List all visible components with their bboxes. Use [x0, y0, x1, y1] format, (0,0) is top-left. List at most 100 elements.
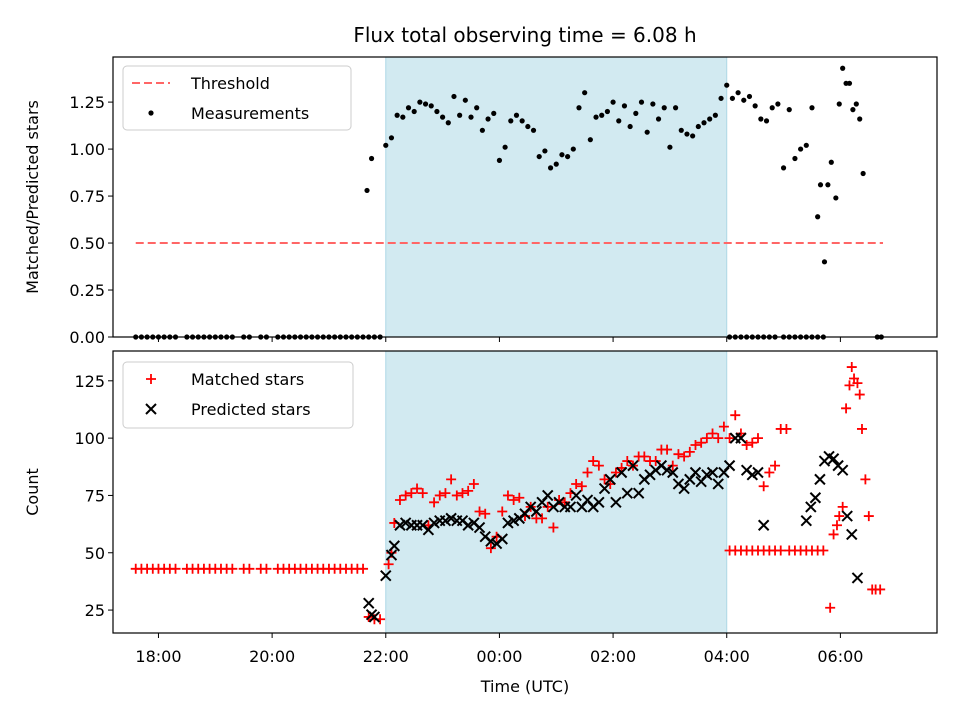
- measurement-point: [496, 157, 503, 163]
- matched-point: [406, 488, 417, 499]
- matched-point: [701, 433, 712, 444]
- measurement-point: [650, 101, 656, 107]
- matched-point: [463, 485, 474, 496]
- y-axis-label: Count: [23, 468, 42, 516]
- measurement-point: [860, 170, 866, 177]
- predicted-point: [846, 528, 858, 541]
- measurement-point: [502, 144, 508, 150]
- measurement-point: [840, 65, 846, 71]
- predicted-point: [473, 521, 486, 534]
- measurement-point: [428, 103, 434, 109]
- measurement-point: [621, 103, 628, 109]
- measurement-point: [828, 159, 834, 165]
- predicted-point: [735, 432, 747, 444]
- measurement-point: [633, 110, 639, 116]
- predicted-point: [706, 466, 719, 479]
- measurement-point: [769, 105, 775, 111]
- y-tick-label: 0.25: [69, 281, 105, 300]
- x-tick-label: 00:00: [476, 647, 522, 666]
- measurement-point: [746, 93, 753, 100]
- y-axis-label: Matched/Predicted stars: [23, 100, 42, 294]
- matched-point: [825, 602, 836, 613]
- measurement-point: [775, 101, 781, 107]
- measurement-point: [695, 123, 701, 130]
- x-tick-label: 20:00: [249, 647, 295, 666]
- measurement-point: [815, 214, 821, 220]
- measurement-point: [853, 101, 859, 107]
- matched-point: [837, 501, 848, 512]
- measurement-point: [786, 107, 792, 113]
- y-tick-label: 1.00: [69, 140, 105, 159]
- measurement-point: [752, 103, 758, 109]
- measurement-point: [368, 155, 375, 162]
- predicted-point: [363, 597, 375, 609]
- measurement-point: [798, 146, 804, 152]
- measurement-point: [644, 129, 650, 135]
- matched-point: [662, 444, 673, 455]
- measurement-point: [846, 80, 853, 86]
- measurement-point: [547, 165, 554, 171]
- matched-point: [818, 545, 829, 556]
- matched-point: [724, 433, 735, 444]
- x-tick-label: 04:00: [704, 647, 750, 666]
- matched-point: [781, 423, 792, 434]
- x-tick-label: 06:00: [817, 647, 863, 666]
- panel-1: 0.00 0.25 0.50 0.75 1.00 1.25 Matched/Predicte…: [23, 23, 938, 347]
- matched-point: [846, 362, 857, 373]
- measurement-point: [850, 107, 856, 113]
- matched-point: [502, 490, 513, 501]
- measurement-point: [817, 182, 824, 188]
- measurement-point: [474, 105, 480, 111]
- matched-point: [831, 520, 842, 531]
- measurement-point: [825, 182, 831, 188]
- y-tick-label: 100: [74, 429, 105, 448]
- measurement-point: [701, 120, 707, 126]
- matched-point: [679, 451, 690, 462]
- measurement-point: [803, 142, 809, 148]
- measurement-point: [604, 108, 611, 115]
- predicted-point: [752, 466, 764, 479]
- predicted-point: [809, 492, 822, 504]
- matched-point: [856, 423, 867, 434]
- measurement-point: [479, 127, 485, 133]
- predicted-point: [757, 519, 770, 531]
- matched-point: [514, 492, 525, 503]
- matched-point: [170, 563, 181, 574]
- legend-predicted-swatch: [145, 403, 157, 415]
- predicted-point: [632, 487, 645, 499]
- predicted-point: [564, 501, 577, 513]
- matched-point: [571, 478, 582, 489]
- matched-point: [383, 559, 394, 570]
- measurement-point: [616, 118, 622, 124]
- matched-point: [854, 389, 865, 400]
- matched-point: [747, 437, 758, 448]
- predicted-point: [615, 466, 628, 479]
- predicted-point: [712, 478, 724, 490]
- predicted-point: [827, 453, 840, 465]
- matched-point: [741, 440, 752, 450]
- measurement-point: [388, 135, 395, 141]
- measurement-point: [724, 82, 730, 88]
- matched-point: [412, 483, 423, 494]
- measurement-point: [593, 114, 599, 120]
- y-tick-label: 25: [85, 601, 105, 620]
- matched-point: [718, 421, 729, 432]
- matched-point: [684, 446, 695, 457]
- matched-point: [537, 513, 548, 524]
- measurement-point: [513, 112, 520, 118]
- matched-point: [770, 460, 781, 471]
- predicted-point: [496, 533, 508, 545]
- measurement-point: [707, 116, 713, 122]
- measurement-point: [833, 195, 839, 201]
- legend-box: [122, 361, 354, 429]
- measurement-point: [809, 105, 815, 111]
- predicted-point: [388, 540, 401, 552]
- matched-point: [696, 437, 707, 448]
- matched-point: [400, 490, 411, 501]
- legend-box: [122, 65, 352, 131]
- measurement-point: [559, 152, 565, 158]
- matched-point: [542, 501, 553, 512]
- matched-point: [417, 488, 428, 499]
- matched-point: [622, 456, 633, 467]
- measurement-point: [780, 165, 787, 171]
